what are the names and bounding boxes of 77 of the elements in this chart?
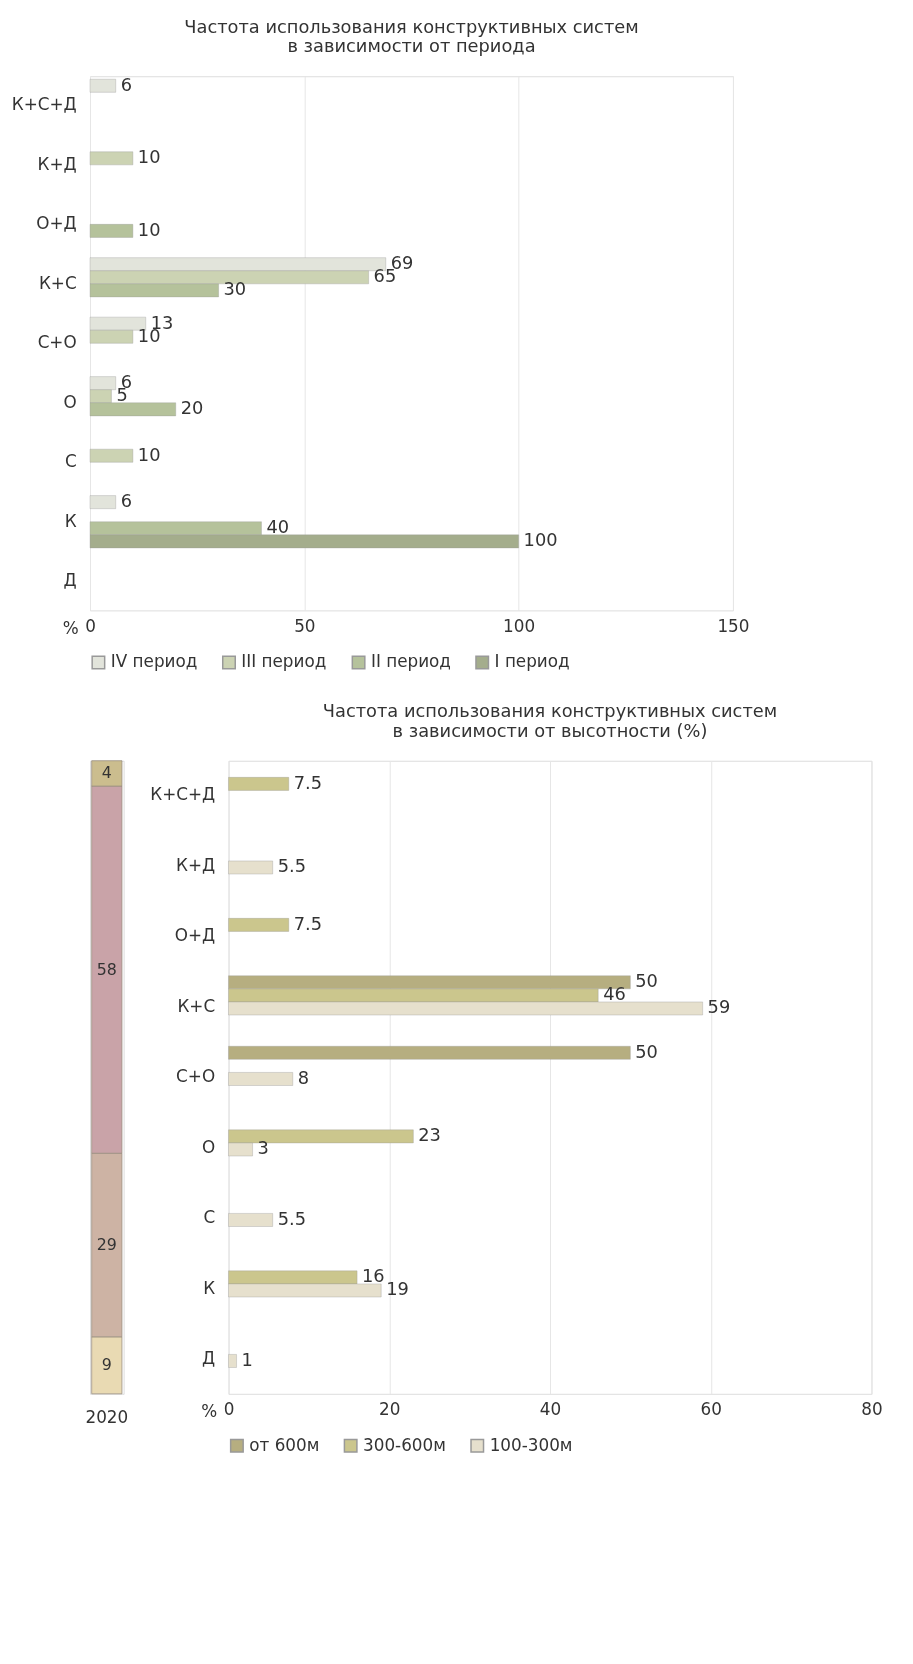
- y-tick-label: Д: [63, 570, 77, 591]
- bar: [89, 448, 134, 463]
- text: Частота использования конструктивных систем: [184, 15, 639, 37]
- x-tick-label: 0: [223, 1399, 235, 1420]
- y-tick-label: К+С: [38, 272, 77, 293]
- x-tick-label: 150: [717, 615, 750, 636]
- data-label: 5.5: [277, 855, 306, 877]
- y-tick-label: К+Д: [176, 854, 216, 875]
- data-label: 59: [707, 996, 731, 1018]
- data-label: 20: [180, 397, 204, 419]
- y-tick-label: К+С: [177, 995, 216, 1016]
- bar: [228, 918, 290, 932]
- y-tick-label: О: [63, 391, 77, 412]
- x-tick-label: 20: [379, 1399, 401, 1420]
- data-label: 7.5: [293, 771, 323, 793]
- y-tick-label: С: [203, 1207, 216, 1228]
- y-tick-label: О: [201, 1136, 216, 1157]
- y-tick-label: С+О: [176, 1066, 216, 1087]
- data-label: 4: [101, 763, 112, 783]
- data-label: 50: [635, 1040, 658, 1062]
- data-label: 8: [297, 1066, 310, 1088]
- y-tick-label: Д: [202, 1348, 216, 1369]
- y-tick-label: С+О: [37, 332, 77, 353]
- data-label: 5.5: [277, 1207, 306, 1229]
- y-tick-label: О+Д: [174, 925, 216, 946]
- legend-label: I период: [494, 651, 570, 672]
- y-tick-label: К+С+Д: [150, 784, 216, 805]
- data-label: 6: [120, 490, 133, 512]
- legend-label: III период: [241, 651, 327, 672]
- bar: [89, 224, 134, 238]
- data-label: 23: [418, 1124, 441, 1146]
- data-label: 3: [257, 1137, 269, 1159]
- data-label: 16: [362, 1265, 385, 1287]
- data-label: 58: [96, 959, 117, 979]
- bar: [228, 777, 290, 791]
- text: Частота использования конструктивных систем: [322, 700, 778, 722]
- x-tick-label: 2020: [85, 1406, 129, 1427]
- x-axis-title: %: [62, 617, 79, 638]
- bar: [228, 1072, 294, 1086]
- x-tick-label: 60: [700, 1399, 722, 1420]
- data-label: 1: [241, 1348, 253, 1370]
- bar: [228, 1354, 237, 1368]
- y-tick-label: О+Д: [36, 213, 77, 234]
- bar: [228, 860, 273, 875]
- legend-label: IV период: [110, 651, 198, 672]
- x-tick-label: 50: [294, 615, 316, 636]
- y-tick-label: С: [64, 451, 77, 472]
- data-label: 10: [137, 443, 161, 465]
- data-label: 30: [223, 278, 247, 300]
- legend-label: от 600м: [249, 1434, 320, 1455]
- bar: [228, 1045, 631, 1060]
- y-tick-label: К+Д: [37, 153, 77, 174]
- x-tick-label: 0: [85, 615, 96, 636]
- bar: [228, 1213, 273, 1227]
- data-label: 6: [120, 73, 133, 95]
- data-label: 9: [101, 1355, 112, 1375]
- y-tick-label: К: [203, 1277, 216, 1298]
- data-label: 10: [137, 218, 161, 240]
- x-axis-title: %: [201, 1401, 218, 1422]
- data-label: 100: [523, 529, 558, 551]
- text: в зависимости от высотности (%): [392, 720, 708, 741]
- data-label: 7.5: [293, 912, 323, 934]
- data-label: 10: [137, 146, 161, 168]
- legend-label: 300-600м: [363, 1434, 446, 1455]
- x-tick-label: 80: [861, 1399, 883, 1420]
- data-label: 46: [603, 983, 626, 1005]
- data-label: 40: [266, 516, 290, 538]
- bar: [89, 151, 134, 166]
- x-tick-label: 100: [503, 615, 536, 636]
- data-label: 50: [635, 970, 658, 992]
- legend-label: 100-300м: [489, 1434, 573, 1455]
- data-label: 19: [386, 1278, 409, 1300]
- y-tick-label: К: [64, 510, 77, 531]
- y-tick-label: К+С+Д: [11, 94, 77, 115]
- data-label: 29: [96, 1234, 117, 1254]
- x-tick-label: 40: [539, 1399, 562, 1420]
- legend-label: II период: [370, 651, 451, 672]
